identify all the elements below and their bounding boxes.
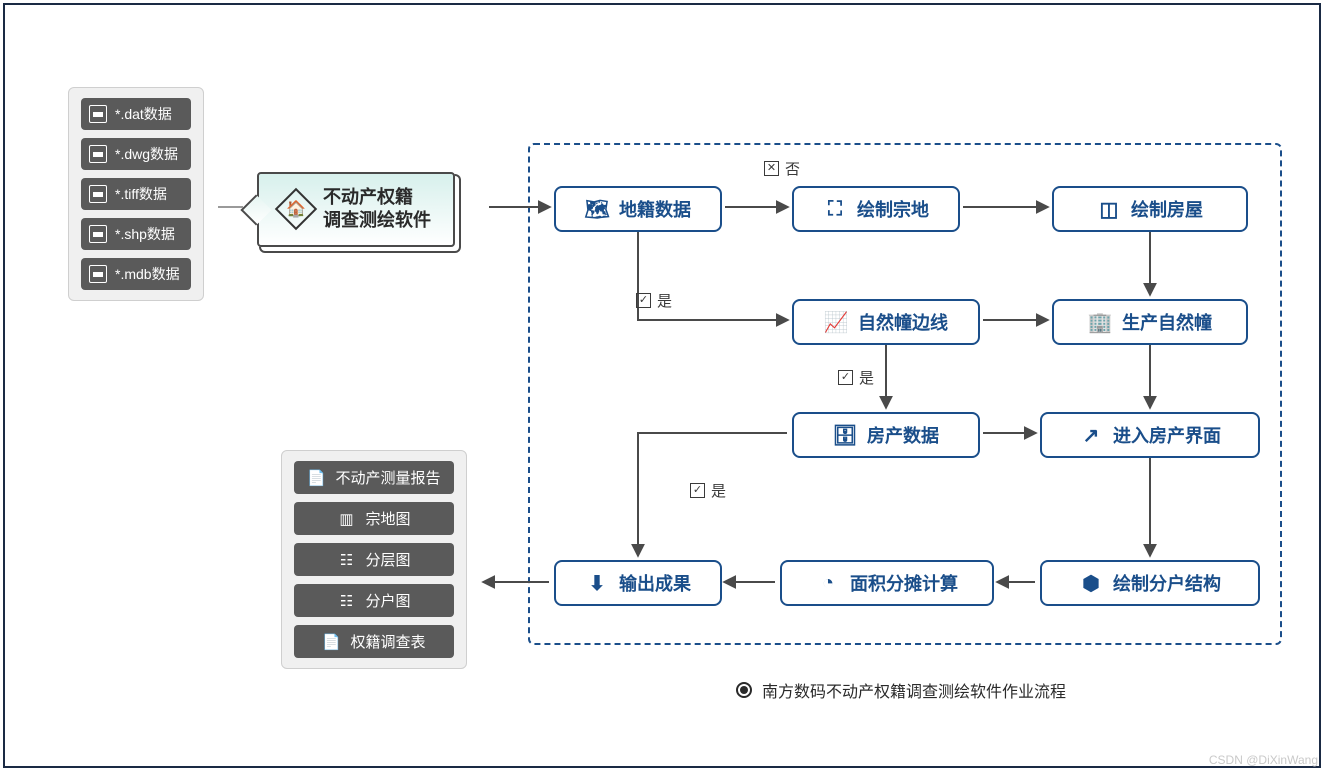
- file-label: *.tiff数据: [115, 184, 167, 204]
- node-label: 输出成果: [619, 570, 691, 596]
- node-icon: ◫: [1097, 197, 1121, 221]
- decision-text: 否: [785, 158, 800, 179]
- output-label: 权籍调查表: [350, 631, 425, 652]
- node-label: 生产自然幢: [1122, 309, 1212, 335]
- file-icon: [89, 145, 107, 163]
- decision-label-yes2: ✓是: [838, 367, 874, 388]
- doc-icon: ▥: [337, 510, 355, 528]
- file-label: *.mdb数据: [115, 264, 180, 284]
- flow-node-nb_line: 📈 自然幢边线: [792, 299, 980, 345]
- node-label: 绘制分户结构: [1113, 570, 1221, 596]
- output-files-panel: 📄 不动产测量报告 ▥ 宗地图 ☷ 分层图 ☷ 分户图 📄 权籍调查表: [281, 450, 467, 669]
- node-icon: 🗺: [585, 197, 609, 221]
- node-icon: 📈: [824, 310, 848, 334]
- flow-node-cadastral: 🗺 地籍数据: [554, 186, 722, 232]
- software-node: 🏠 不动产权籍 调查测绘软件: [257, 172, 455, 247]
- checkbox-icon: ✓: [838, 370, 853, 385]
- flow-node-prop_data: 🗄 房产数据: [792, 412, 980, 458]
- input-file-pill: *.tiff数据: [81, 178, 191, 210]
- doc-icon: 📄: [307, 469, 325, 487]
- input-file-pill: *.dat数据: [81, 98, 191, 130]
- flow-node-draw_parcel: ⛶ 绘制宗地: [792, 186, 960, 232]
- output-file-pill: ☷ 分层图: [294, 543, 454, 576]
- flow-node-draw_house: ◫ 绘制房屋: [1052, 186, 1248, 232]
- flow-node-enter_prop: ↗ 进入房产界面: [1040, 412, 1260, 458]
- file-icon: [89, 185, 107, 203]
- node-icon: ⛶: [823, 197, 847, 221]
- node-icon: 🗄: [833, 423, 857, 447]
- input-files-panel: *.dat数据 *.dwg数据 *.tiff数据 *.shp数据 *.mdb数据: [68, 87, 204, 301]
- file-icon: [89, 105, 107, 123]
- decision-label-yes1: ✓是: [636, 290, 672, 311]
- decision-text: 是: [859, 367, 874, 388]
- doc-icon: ☷: [337, 592, 355, 610]
- flow-node-output: ⬇ 输出成果: [554, 560, 722, 606]
- checkbox-icon: ✓: [690, 483, 705, 498]
- output-file-pill: 📄 不动产测量报告: [294, 461, 454, 494]
- house-icon: 🏠: [275, 187, 317, 229]
- software-line2: 调查测绘软件: [323, 209, 431, 232]
- file-icon: [89, 225, 107, 243]
- output-file-pill: 📄 权籍调查表: [294, 625, 454, 658]
- file-label: *.shp数据: [115, 224, 175, 244]
- output-label: 分层图: [365, 549, 410, 570]
- doc-icon: ☷: [337, 551, 355, 569]
- node-icon: ↗: [1079, 423, 1103, 447]
- flow-node-area_calc: ◔ 面积分摊计算: [780, 560, 994, 606]
- file-label: *.dwg数据: [115, 144, 178, 164]
- node-label: 地籍数据: [619, 196, 691, 222]
- watermark: CSDN @DiXinWang: [1209, 753, 1318, 767]
- output-label: 宗地图: [365, 508, 410, 529]
- output-file-pill: ☷ 分户图: [294, 584, 454, 617]
- node-label: 绘制房屋: [1131, 196, 1203, 222]
- caption-text: 南方数码不动产权籍调查测绘软件作业流程: [762, 678, 1066, 702]
- node-label: 房产数据: [867, 422, 939, 448]
- checkbox-icon: ✕: [764, 161, 779, 176]
- node-icon: ⬢: [1079, 571, 1103, 595]
- doc-icon: 📄: [322, 633, 340, 651]
- node-label: 面积分摊计算: [850, 570, 958, 596]
- software-line1: 不动产权籍: [323, 186, 431, 209]
- node-icon: ◔: [816, 571, 840, 595]
- input-file-pill: *.shp数据: [81, 218, 191, 250]
- checkbox-icon: ✓: [636, 293, 651, 308]
- output-label: 不动产测量报告: [335, 467, 440, 488]
- flow-node-draw_unit: ⬢ 绘制分户结构: [1040, 560, 1260, 606]
- output-file-pill: ▥ 宗地图: [294, 502, 454, 535]
- input-file-pill: *.dwg数据: [81, 138, 191, 170]
- diagram-caption: 南方数码不动产权籍调查测绘软件作业流程: [736, 678, 1066, 702]
- diagram-canvas: *.dat数据 *.dwg数据 *.tiff数据 *.shp数据 *.mdb数据 🏠 不…: [0, 0, 1324, 771]
- output-label: 分户图: [365, 590, 410, 611]
- flow-node-gen_nb: 🏢 生产自然幢: [1052, 299, 1248, 345]
- file-icon: [89, 265, 107, 283]
- decision-label-yes3: ✓是: [690, 480, 726, 501]
- node-icon: ⬇: [585, 571, 609, 595]
- bullet-icon: [736, 682, 752, 698]
- node-icon: 🏢: [1088, 310, 1112, 334]
- node-label: 自然幢边线: [858, 309, 948, 335]
- file-label: *.dat数据: [115, 104, 172, 124]
- input-file-pill: *.mdb数据: [81, 258, 191, 290]
- decision-label-no: ✕否: [764, 158, 800, 179]
- decision-text: 是: [711, 480, 726, 501]
- node-label: 进入房产界面: [1113, 422, 1221, 448]
- decision-text: 是: [657, 290, 672, 311]
- node-label: 绘制宗地: [857, 196, 929, 222]
